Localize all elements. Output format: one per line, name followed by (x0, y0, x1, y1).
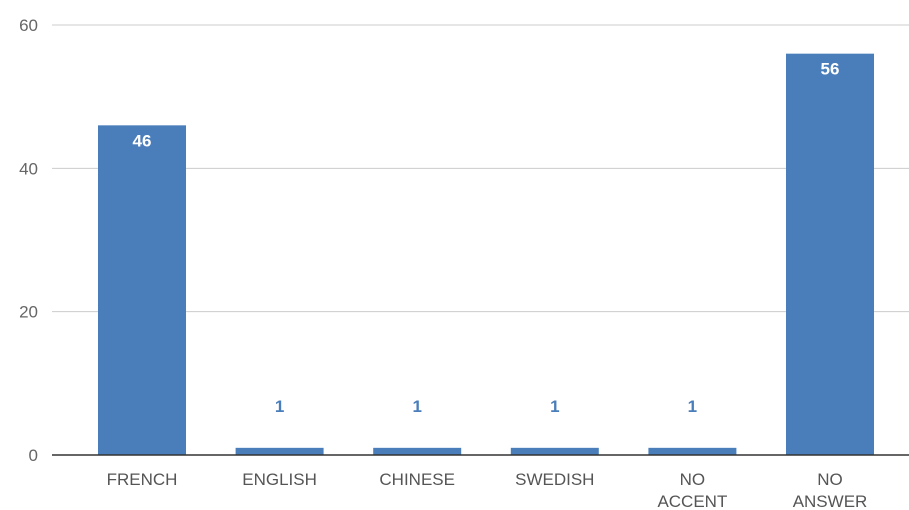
bar (235, 447, 324, 455)
x-tick-label: NO ACCENT (657, 470, 727, 510)
x-tick-label: FRENCH (107, 470, 178, 489)
x-tick-label-line: NO (680, 470, 706, 489)
bar (98, 125, 186, 455)
bar (373, 447, 462, 455)
x-tick-label-line: SWEDISH (515, 470, 594, 489)
data-label: 46 (133, 131, 152, 150)
x-tick-label-line: CHINESE (379, 470, 455, 489)
data-label: 56 (821, 60, 840, 79)
data-label: 1 (550, 397, 559, 416)
data-label: 1 (412, 397, 421, 416)
x-tick-label: SWEDISH (515, 470, 594, 489)
x-tick-label-line: FRENCH (107, 470, 178, 489)
y-tick-label: 40 (19, 159, 38, 178)
y-tick-label: 0 (29, 446, 38, 465)
bar (786, 53, 874, 456)
x-tick-label-line: ANSWER (793, 492, 868, 510)
x-tick-label-line: NO (817, 470, 843, 489)
x-tick-label: NO ANSWER (793, 470, 868, 510)
bar (648, 447, 737, 455)
x-tick-label: CHINESE (379, 470, 455, 489)
y-tick-label: 20 (19, 303, 38, 322)
data-label: 1 (275, 397, 284, 416)
bar (510, 447, 599, 455)
x-tick-label-line: ACCENT (657, 492, 727, 510)
data-label: 1 (688, 397, 697, 416)
y-tick-label: 60 (19, 16, 38, 35)
x-tick-label: ENGLISH (242, 470, 317, 489)
x-tick-label-line: ENGLISH (242, 470, 317, 489)
